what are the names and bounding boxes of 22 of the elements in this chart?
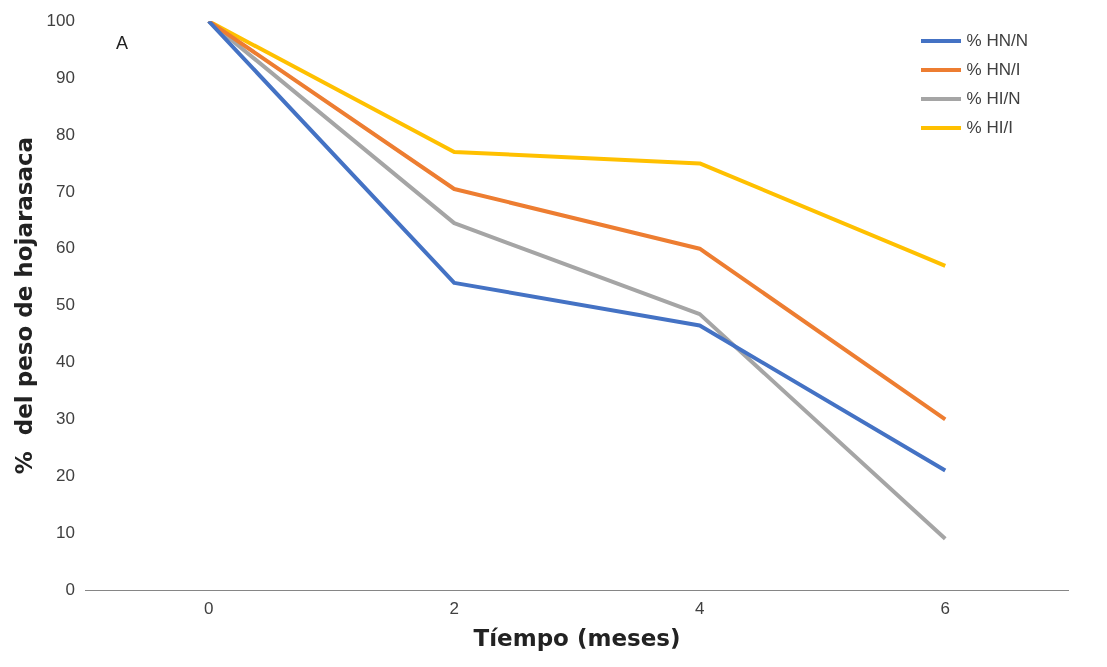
- y-tick-label: 40: [56, 352, 75, 372]
- y-tick-label: 30: [56, 409, 75, 429]
- legend-label: % HN/I: [966, 59, 1021, 80]
- y-tick-label: 70: [56, 181, 75, 201]
- x-tick-label: 2: [449, 598, 459, 618]
- y-tick-label: 100: [46, 10, 75, 30]
- x-tick-label: 4: [695, 598, 705, 618]
- x-axis-title: Tíempo (meses): [473, 625, 681, 652]
- y-tick-label: 0: [65, 579, 75, 599]
- legend-label: % HI/I: [966, 117, 1013, 138]
- y-tick-label: 50: [56, 295, 75, 315]
- y-tick-label: 20: [56, 465, 75, 485]
- y-tick-label: 10: [56, 522, 75, 542]
- legend-label: % HN/N: [966, 30, 1028, 51]
- annotation: A: [115, 33, 128, 54]
- y-axis-title: % del peso de hojarasaca: [10, 136, 37, 475]
- x-tick-label: 6: [940, 598, 950, 618]
- y-tick-label: 90: [56, 67, 75, 87]
- y-tick-label: 60: [56, 238, 75, 258]
- legend-label: % HI/N: [966, 88, 1021, 109]
- x-tick-label: 0: [203, 598, 214, 618]
- y-tick-label: 80: [56, 124, 75, 144]
